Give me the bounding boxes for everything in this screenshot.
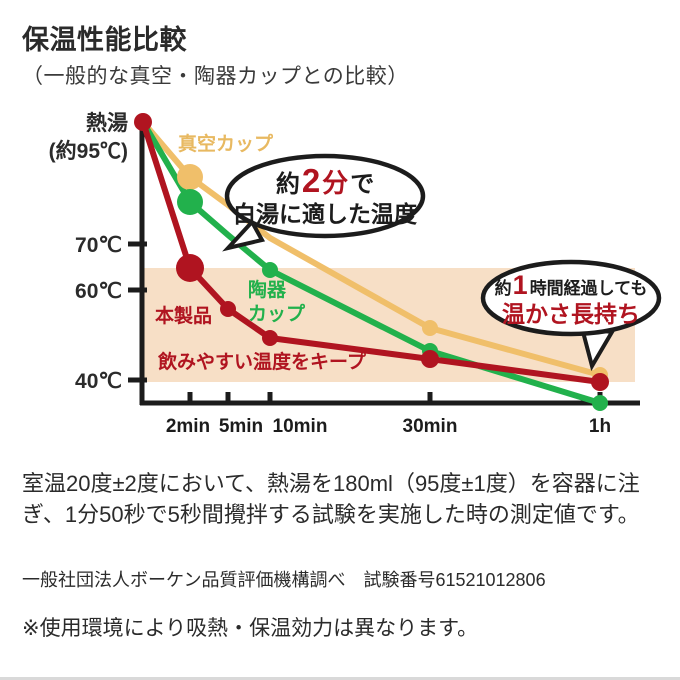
data-point-product-5min bbox=[220, 301, 236, 317]
data-point-ceramic-2min bbox=[177, 189, 203, 215]
callout-left-line1: 約2分で bbox=[276, 162, 374, 199]
callout-right: 約1 時間経過しても 温かさ長持ち bbox=[480, 259, 662, 372]
series-label-vacuum-cup: 真空カップ bbox=[178, 132, 274, 155]
x-tick-label-10min: 10min bbox=[273, 416, 328, 437]
band-note-text: 飲みやすい温度をキープ bbox=[157, 350, 367, 373]
series-label-ceramic-line2: カップ bbox=[248, 302, 306, 325]
footnote-source: 一般社団法人ボーケン品質評価機構調べ 試験番号61521012806 bbox=[22, 570, 546, 590]
bottom-divider bbox=[0, 677, 680, 680]
callout-right-line2: 温かさ長持ち bbox=[502, 301, 640, 327]
page-subtitle: （一般的な真空・陶器カップとの比較） bbox=[22, 65, 409, 88]
x-tick-label-1h: 1h bbox=[589, 416, 611, 437]
data-point-product-2min bbox=[176, 254, 204, 282]
callout-left-tail bbox=[222, 218, 266, 252]
series-label-ceramic-line1: 陶器 bbox=[248, 278, 287, 301]
callout-left-bubble bbox=[224, 153, 426, 239]
callout-left: 約2分で 白湯に適した温度 bbox=[222, 153, 426, 252]
page-title: 保温性能比較 bbox=[22, 25, 187, 55]
series-label-product: 本製品 bbox=[155, 304, 212, 327]
y-axis-top-label-line1: 熱湯 bbox=[86, 112, 128, 135]
data-point-ceramic-10min bbox=[262, 262, 278, 278]
y-axis-top-label-line2: (約95℃) bbox=[49, 139, 128, 163]
data-point-vacuum-30min bbox=[422, 320, 438, 336]
x-tick-label-5min: 5min bbox=[219, 416, 263, 437]
thermal-retention-chart: 熱湯 (約95℃) 70℃ 60℃ 40℃ 2min 5min 10min 30… bbox=[0, 100, 680, 450]
data-point-product-start bbox=[134, 113, 152, 131]
data-point-product-1h bbox=[591, 373, 609, 391]
footnote-disclaimer: ※使用環境により吸熱・保温効力は異なります。 bbox=[22, 617, 479, 640]
chart-svg: 熱湯 (約95℃) 70℃ 60℃ 40℃ 2min 5min 10min 30… bbox=[49, 112, 662, 437]
data-point-vacuum-2min bbox=[177, 164, 203, 190]
y-tick-label-70: 70℃ bbox=[75, 234, 122, 257]
y-tick-label-40: 40℃ bbox=[75, 370, 122, 393]
callout-right-line1: 約1 時間経過しても bbox=[495, 270, 648, 300]
data-point-product-30min bbox=[421, 350, 439, 368]
callout-right-bubble bbox=[480, 259, 662, 337]
callout-left-line2: 白湯に適した温度 bbox=[233, 201, 418, 227]
data-point-ceramic-1h bbox=[592, 395, 608, 411]
x-tick-label-2min: 2min bbox=[166, 416, 210, 437]
x-tick-label-30min: 30min bbox=[403, 416, 458, 437]
y-tick-label-60: 60℃ bbox=[75, 280, 122, 303]
series-line-product bbox=[140, 119, 603, 385]
data-point-product-10min bbox=[262, 330, 278, 346]
series-line-ceramic-cup bbox=[140, 119, 603, 406]
footnote-main: 室温20度±2度において、熱湯を180ml（95度±1度）を容器に注ぎ、1分50… bbox=[22, 471, 640, 528]
